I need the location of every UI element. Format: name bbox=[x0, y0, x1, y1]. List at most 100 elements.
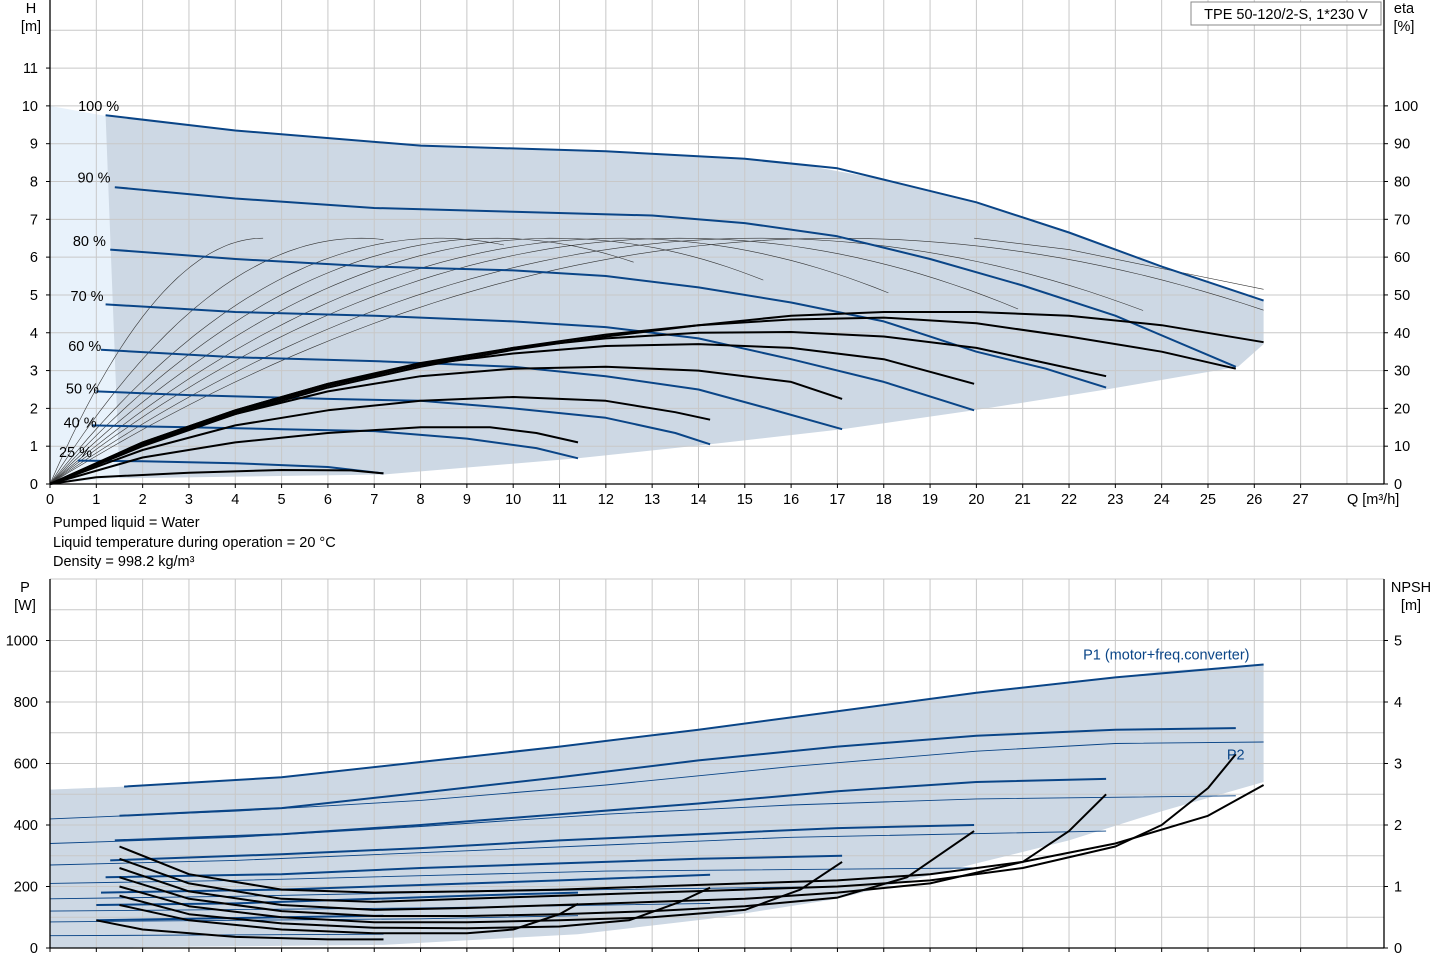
power-npsh-chart: P1 (motor+freq.converter)P20200400600800… bbox=[6, 578, 1431, 957]
y-tick-label-left: 0 bbox=[30, 477, 38, 493]
efficiency-guide-curve bbox=[49, 237, 1019, 485]
efficiency-guide-curve bbox=[49, 237, 264, 485]
x-tick-label: 11 bbox=[552, 492, 567, 508]
density-text: Density = 998.2 kg/m³ bbox=[53, 554, 195, 570]
y-tick-label-left: 3 bbox=[30, 364, 38, 380]
y-axis-unit-left: [W] bbox=[14, 598, 36, 614]
efficiency-guide-curve bbox=[49, 237, 504, 485]
y-tick-label-right: 100 bbox=[1394, 99, 1418, 115]
y-tick-label-left: 200 bbox=[14, 880, 38, 896]
y-axis-unit-right: [%] bbox=[1394, 19, 1415, 35]
npsh-curve bbox=[119, 784, 1265, 894]
y-tick-label-right: 2 bbox=[1394, 818, 1402, 834]
efficiency-guide-curve bbox=[974, 237, 1264, 290]
x-tick-label: 1 bbox=[92, 492, 100, 508]
y-tick-label-right: 30 bbox=[1394, 364, 1410, 380]
y-tick-label-right: 1 bbox=[1394, 880, 1402, 896]
y-axis-label-left: H bbox=[26, 1, 36, 17]
y-tick-label-right: 10 bbox=[1394, 439, 1410, 455]
efficiency-guide-curve bbox=[49, 237, 634, 485]
y-tick-label-left: 1000 bbox=[6, 634, 38, 650]
x-tick-label: 13 bbox=[644, 492, 660, 508]
y-axis-label-left: P bbox=[20, 580, 30, 596]
title-box bbox=[1190, 1, 1382, 26]
x-tick-label: 20 bbox=[968, 492, 984, 508]
p2-curve bbox=[49, 741, 1264, 820]
y-tick-label-left: 0 bbox=[30, 941, 38, 957]
p2-curve bbox=[49, 933, 384, 937]
speed-label: 60 % bbox=[68, 339, 101, 355]
x-tick-label: 21 bbox=[1015, 492, 1031, 508]
npsh-curve bbox=[119, 886, 711, 930]
efficiency-guide-curve bbox=[49, 237, 1264, 485]
y-tick-label-left: 11 bbox=[23, 61, 38, 77]
x-tick-label: 8 bbox=[417, 492, 425, 508]
p1-curve bbox=[110, 824, 975, 862]
efficiency-guide-curve bbox=[49, 237, 384, 485]
x-tick-label: 24 bbox=[1154, 492, 1170, 508]
speed-label: 70 % bbox=[71, 289, 104, 305]
operating-envelope bbox=[105, 115, 1264, 479]
y-axis-unit-left: [m] bbox=[21, 19, 41, 35]
x-tick-label: 4 bbox=[231, 492, 239, 508]
efficiency-curve bbox=[49, 365, 843, 485]
npsh-curve bbox=[119, 902, 579, 935]
y-tick-label-right: 70 bbox=[1394, 212, 1410, 228]
x-tick-label: 10 bbox=[505, 492, 521, 508]
p1-curve bbox=[105, 854, 843, 879]
efficiency-guide-curve bbox=[49, 237, 764, 485]
y-tick-label-right: 50 bbox=[1394, 288, 1410, 304]
x-tick-label: 0 bbox=[46, 492, 54, 508]
y-tick-label-left: 9 bbox=[30, 137, 38, 153]
power-curve-label: P2 bbox=[1227, 747, 1245, 763]
y-tick-label-right: 4 bbox=[1394, 695, 1402, 711]
chart-title: TPE 50-120/2-S, 1*230 V bbox=[1204, 7, 1368, 23]
y-axis-label-right: eta bbox=[1394, 1, 1415, 17]
efficiency-curve bbox=[49, 469, 384, 485]
x-axis-label: Q [m³/h] bbox=[1347, 492, 1399, 508]
head-curve bbox=[77, 459, 384, 475]
head-curve bbox=[114, 186, 1237, 368]
x-tick-label: 22 bbox=[1061, 492, 1077, 508]
y-tick-label-right: 3 bbox=[1394, 757, 1402, 773]
power-curve-label: P1 (motor+freq.converter) bbox=[1083, 647, 1249, 663]
x-tick-label: 16 bbox=[783, 492, 799, 508]
head-curve bbox=[105, 303, 975, 412]
y-tick-label-right: 0 bbox=[1394, 941, 1402, 957]
y-tick-label-right: 40 bbox=[1394, 326, 1410, 342]
y-tick-label-left: 4 bbox=[30, 326, 38, 342]
x-tick-label: 2 bbox=[139, 492, 147, 508]
efficiency-guide-curve bbox=[49, 237, 1144, 485]
npsh-curve bbox=[119, 861, 843, 924]
x-tick-label: 26 bbox=[1246, 492, 1262, 508]
pumped-liquid-text: Pumped liquid = Water bbox=[53, 515, 200, 531]
p1-curve bbox=[119, 727, 1236, 817]
x-tick-label: 14 bbox=[690, 492, 706, 508]
y-tick-label-left: 5 bbox=[30, 288, 38, 304]
npsh-curve bbox=[96, 919, 384, 941]
y-axis-unit-right: [m] bbox=[1401, 598, 1421, 614]
y-tick-label-left: 7 bbox=[30, 212, 38, 228]
speed-label: 40 % bbox=[64, 416, 97, 432]
speed-label: 90 % bbox=[77, 171, 110, 187]
efficiency-curve bbox=[49, 316, 1237, 485]
head-efficiency-chart: 100 %90 %80 %70 %60 %50 %40 %25 %0 1 2 3 4 5 6… bbox=[21, 0, 1418, 508]
y-tick-label-left: 800 bbox=[14, 695, 38, 711]
x-tick-label: 5 bbox=[278, 492, 286, 508]
npsh-curve bbox=[119, 753, 1237, 903]
efficiency-guide-curve bbox=[49, 237, 889, 485]
x-tick-label: 9 bbox=[463, 492, 471, 508]
x-tick-label: 12 bbox=[598, 492, 614, 508]
x-tick-label: 18 bbox=[876, 492, 892, 508]
y-tick-label-left: 10 bbox=[22, 99, 38, 115]
y-tick-label-right: 0 bbox=[1394, 477, 1402, 493]
p2-curve bbox=[49, 795, 1236, 844]
speed-label: 50 % bbox=[66, 381, 99, 397]
y-tick-label-left: 600 bbox=[14, 757, 38, 773]
head-curve bbox=[105, 114, 1264, 302]
y-tick-label-right: 20 bbox=[1394, 401, 1410, 417]
head-curve bbox=[100, 348, 843, 431]
y-tick-label-left: 8 bbox=[30, 175, 38, 191]
y-tick-label-left: 400 bbox=[14, 818, 38, 834]
